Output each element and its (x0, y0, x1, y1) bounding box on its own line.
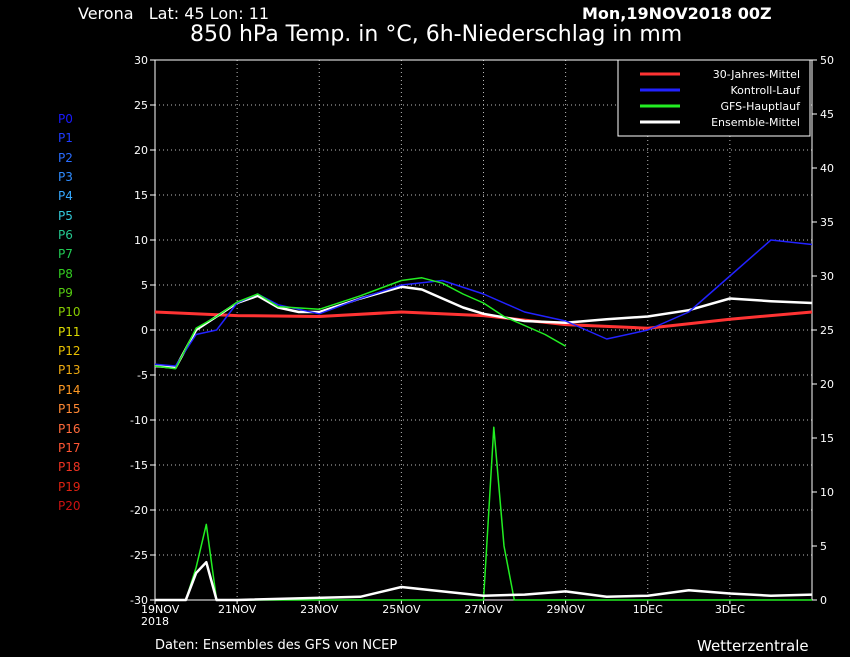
x-tick-label: 27NOV (464, 603, 503, 616)
series-line-gfs-hauptlauf (154, 277, 566, 370)
series-line-gfs-hauptlauf-niederschlag (155, 426, 812, 601)
member-label-p17: P17 (58, 440, 81, 455)
y-left-tick-label: -25 (130, 549, 148, 562)
member-label-p19: P19 (58, 479, 81, 494)
member-list: P0 P1 P2 P3 P4 P5 P6 P7 P8 P9 P10 P11 P12 P13 P14 P15 P1… (58, 110, 81, 516)
y-right-tick-label: 50 (820, 54, 834, 67)
y-left-tick-label: -20 (130, 504, 148, 517)
y-left-tick-label: 30 (134, 54, 148, 67)
member-label-p6: P6 (58, 228, 73, 243)
y-right-tick-label: 25 (820, 324, 834, 337)
member-label-p10: P10 (58, 305, 81, 320)
member-label-p15: P15 (58, 402, 81, 417)
series-line-ensemble-mittel (154, 285, 813, 370)
y-left-tick-label: -5 (137, 369, 148, 382)
y-right-tick-label: 15 (820, 432, 834, 445)
member-label-p18: P18 (58, 460, 81, 475)
y-left-tick-label: 15 (134, 189, 148, 202)
y-left-tick-label: -15 (130, 459, 148, 472)
member-label-p7: P7 (58, 247, 73, 262)
member-label-p8: P8 (58, 266, 73, 281)
member-label-p3: P3 (58, 170, 73, 185)
brand-label: Wetterzentrale (697, 637, 809, 655)
legend-label: Kontroll-Lauf (731, 84, 802, 97)
y-right-tick-label: 0 (820, 594, 827, 607)
y-left-tick-label: 5 (141, 279, 148, 292)
y-left-tick-label: -10 (130, 414, 148, 427)
x-tick-label: 25NOV (382, 603, 421, 616)
y-right-tick-label: 5 (820, 540, 827, 553)
series-line-30-jahres-mittel (154, 310, 813, 330)
member-label-p1: P1 (58, 131, 73, 146)
y-left-tick-label: 10 (134, 234, 148, 247)
member-label-p20: P20 (58, 498, 81, 513)
legend-label: Ensemble-Mittel (711, 116, 800, 129)
y-right-tick-label: 40 (820, 162, 834, 175)
x-tick-label: 19NOV (141, 603, 180, 616)
member-label-p2: P2 (58, 150, 73, 165)
member-label-p16: P16 (58, 421, 81, 436)
x-tick-label: 29NOV (547, 603, 586, 616)
legend-label: 30-Jahres-Mittel (713, 68, 800, 81)
x-tick-label: 23NOV (300, 603, 339, 616)
y-right-tick-label: 10 (820, 486, 834, 499)
member-label-p0: P0 (58, 112, 73, 126)
y-left-tick-label: -30 (130, 594, 148, 607)
x-tick-label: 2018 (141, 615, 169, 628)
member-label-p14: P14 (58, 382, 81, 397)
y-right-tick-label: 30 (820, 270, 834, 283)
series-line-kontroll-lauf (154, 239, 813, 367)
y-left-tick-label: 20 (134, 144, 148, 157)
x-tick-label: 1DEC (633, 603, 663, 616)
x-tick-label: 21NOV (218, 603, 257, 616)
chart-title: 850 hPa Temp. in °C, 6h-Niederschlag in … (190, 22, 683, 47)
member-label-p12: P12 (58, 344, 81, 359)
member-label-p11: P11 (58, 324, 81, 339)
member-label-p13: P13 (58, 363, 81, 378)
member-label-p9: P9 (58, 286, 73, 301)
data-source-label: Daten: Ensembles des GFS von NCEP (155, 638, 398, 653)
member-label-p4: P4 (58, 189, 73, 204)
y-right-tick-label: 35 (820, 216, 834, 229)
y-right-tick-label: 20 (820, 378, 834, 391)
y-right-tick-label: 45 (820, 108, 834, 121)
location-label: Verona Lat: 45 Lon: 11 (78, 4, 270, 23)
member-label-p5: P5 (58, 208, 73, 223)
legend-label: GFS-Hauptlauf (720, 100, 801, 113)
y-left-tick-label: 25 (134, 99, 148, 112)
run-date-label: Mon,19NOV2018 00Z (582, 4, 772, 23)
y-left-tick-label: 0 (141, 324, 148, 337)
x-tick-label: 3DEC (715, 603, 745, 616)
series-line-ensemble-mittel-niederschlag (155, 560, 813, 602)
